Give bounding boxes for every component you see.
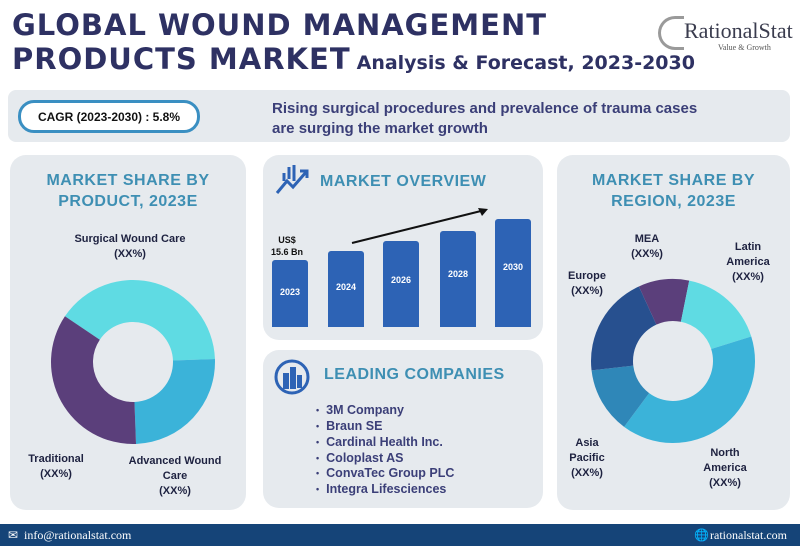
label-name: Europe bbox=[568, 270, 606, 282]
mail-icon: ✉ bbox=[8, 528, 19, 542]
slice-latin-america bbox=[680, 280, 752, 350]
subtitle: Analysis & Forecast, 2023-2030 bbox=[356, 52, 695, 74]
slice-europe bbox=[591, 286, 657, 371]
region-title-1: MARKET SHARE BY bbox=[591, 172, 756, 189]
footer: ✉ info@rationalstat.com 🌐 rationalstat.c… bbox=[0, 524, 800, 546]
bar-label: 2030 bbox=[502, 262, 524, 273]
company-item: Integra Lifesciences bbox=[316, 482, 454, 498]
label-name: MEA bbox=[634, 233, 660, 245]
footer-email[interactable]: info@rationalstat.com bbox=[24, 528, 132, 542]
label-name: Traditional bbox=[28, 453, 84, 465]
label-value: (XX%) bbox=[631, 248, 663, 260]
label-advanced: Advanced Wound Care (XX%) bbox=[120, 454, 230, 499]
label-value: (XX%) bbox=[114, 248, 146, 260]
product-title-2: PRODUCT, 2023E bbox=[58, 193, 198, 210]
label-name: Surgical Wound Care bbox=[74, 233, 186, 245]
region-share-panel: MARKET SHARE BY REGION, 2023E bbox=[557, 155, 790, 510]
bar-label: 2026 bbox=[390, 275, 412, 286]
company-item: Coloplast AS bbox=[316, 451, 454, 467]
trend-arrow-icon bbox=[351, 208, 488, 244]
label-asia-pacific: Asia Pacific (XX%) bbox=[562, 436, 612, 481]
label-surgical: Surgical Wound Care (XX%) bbox=[60, 232, 200, 262]
growth-claim: Rising surgical procedures and prevalenc… bbox=[272, 99, 772, 139]
slice-mea bbox=[638, 279, 690, 325]
label-name: Advanced Wound Care bbox=[128, 455, 222, 482]
globe-icon: 🌐 bbox=[694, 528, 709, 542]
label-traditional: Traditional (XX%) bbox=[16, 452, 96, 482]
company-item: 3M Company bbox=[316, 403, 454, 419]
product-title-1: MARKET SHARE BY bbox=[46, 172, 210, 189]
base-value-amount: 15.6 Bn bbox=[270, 247, 303, 257]
title-line-2: PRODUCTS MARKET Analysis & Forecast, 2023… bbox=[12, 42, 695, 76]
overview-title: MARKET OVERVIEW bbox=[320, 173, 487, 190]
companies-title: LEADING COMPANIES bbox=[324, 366, 505, 383]
title-product-market: PRODUCTS MARKET bbox=[12, 42, 351, 76]
buildings-icon bbox=[274, 359, 310, 395]
companies-list: 3M CompanyBraun SECardinal Health Inc.Co… bbox=[316, 403, 454, 498]
logo-tagline: Value & Growth bbox=[718, 43, 771, 52]
label-name: Asia Pacific bbox=[569, 437, 605, 464]
region-panel-title: MARKET SHARE BY REGION, 2023E bbox=[557, 170, 790, 212]
bar-2026: 2026 bbox=[383, 240, 419, 327]
label-europe: Europe (XX%) bbox=[560, 269, 614, 299]
label-value: (XX%) bbox=[571, 285, 603, 297]
logo: RationalStat Value & Growth bbox=[658, 16, 793, 56]
claim-line-2: are surging the market growth bbox=[272, 120, 488, 137]
bar-label: 2023 bbox=[279, 286, 301, 297]
cagr-badge: CAGR (2023-2030) : 5.8% bbox=[18, 100, 200, 133]
slice-advanced-wound-care bbox=[134, 358, 215, 444]
slice-surgical-wound-care bbox=[64, 280, 215, 361]
label-value: (XX%) bbox=[732, 271, 764, 283]
company-item: Cardinal Health Inc. bbox=[316, 435, 454, 451]
logo-ring-icon bbox=[658, 16, 684, 50]
bar-2030: 2030 bbox=[495, 219, 531, 327]
base-value-currency: US$ bbox=[278, 235, 296, 245]
growth-chart-icon bbox=[275, 165, 309, 194]
slice-asia-pacific bbox=[591, 365, 650, 427]
company-item: Braun SE bbox=[316, 419, 454, 435]
bar-label: 2028 bbox=[447, 269, 469, 280]
logo-name: RationalStat bbox=[684, 18, 793, 43]
footer-website[interactable]: rationalstat.com bbox=[710, 528, 787, 542]
product-panel-title: MARKET SHARE BY PRODUCT, 2023E bbox=[10, 170, 246, 212]
bar-2024: 2024 bbox=[328, 251, 364, 327]
label-north-america: North America (XX%) bbox=[690, 446, 760, 491]
region-title-2: REGION, 2023E bbox=[611, 193, 736, 210]
label-value: (XX%) bbox=[40, 468, 72, 480]
label-value: (XX%) bbox=[120, 484, 230, 499]
label-value: (XX%) bbox=[571, 467, 603, 479]
label-name: North America bbox=[703, 447, 747, 474]
label-value-text: (XX%) bbox=[159, 485, 191, 497]
claim-line-1: Rising surgical procedures and prevalenc… bbox=[272, 100, 698, 117]
base-value-label: US$ 15.6 Bn bbox=[270, 234, 304, 258]
bar-2023: 2023 bbox=[272, 259, 308, 327]
bar-label: 2024 bbox=[335, 281, 357, 292]
label-latin-america: Latin America (XX%) bbox=[713, 240, 783, 285]
label-value: (XX%) bbox=[709, 477, 741, 489]
label-name: Latin America bbox=[726, 241, 770, 268]
slice-north-america bbox=[624, 336, 755, 443]
title-line-1: GLOBAL WOUND MANAGEMENT bbox=[12, 8, 548, 42]
label-mea: MEA (XX%) bbox=[622, 232, 672, 262]
bar-2028: 2028 bbox=[440, 231, 476, 327]
slice-traditional bbox=[51, 316, 137, 444]
company-item: ConvaTec Group PLC bbox=[316, 466, 454, 482]
